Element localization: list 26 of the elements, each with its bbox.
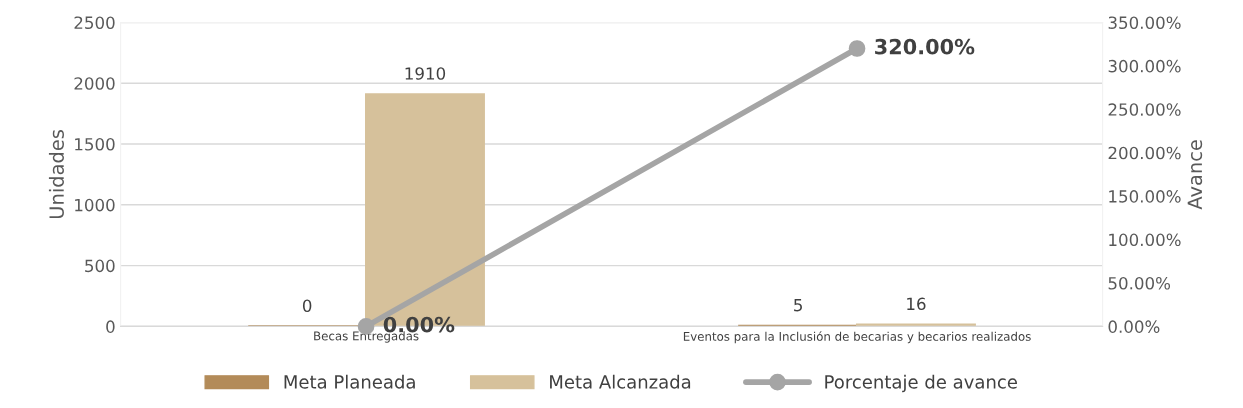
y2-tick-label: 50.00% [1108,276,1171,290]
y-tick-label: 1000 [75,198,115,212]
data-label: 0 [302,299,312,313]
y2-tick-label: 300.00% [1108,59,1181,73]
data-label: 5 [794,299,802,312]
y-tick-label: 500 [85,259,115,273]
legend-label: Meta Planeada [284,374,415,389]
y2-tick-label: 200.00% [1108,146,1181,160]
y2-tick-label: 250.00% [1108,103,1181,116]
y2-axis-title: Avance [1187,140,1203,210]
y2-tick-label: 100.00% [1109,233,1181,247]
y-axis-title: Unidades [48,130,64,219]
x-tick-label: Becas Entregadas [314,331,419,343]
y2-tick-label: 150.00% [1109,190,1181,203]
data-label: 320.00% [875,38,975,55]
y2-tick-label: 0.00% [1108,320,1160,333]
y2-tick-label: 350.00% [1108,16,1181,30]
data-label: 1910 [405,67,446,80]
x-tick-label: Eventos para la Inclusión de becarias y becarios realizados [683,331,1031,344]
legend-label: Meta Alcanzada [550,374,691,389]
y-tick-label: 2000 [74,77,115,90]
y-tick-label: 1500 [75,137,115,151]
legend-label: Porcentaje de avance [825,374,1017,393]
y-tick-label: 0 [106,320,115,333]
y-tick-label: 2500 [74,16,115,30]
data-label: 16 [907,297,926,311]
